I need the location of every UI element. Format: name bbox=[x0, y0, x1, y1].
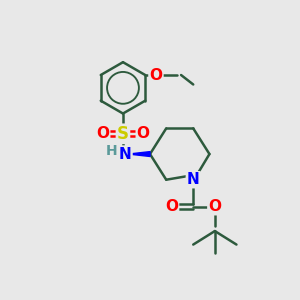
Polygon shape bbox=[128, 152, 150, 157]
Text: H: H bbox=[106, 144, 117, 158]
Text: N: N bbox=[119, 147, 131, 162]
Text: O: O bbox=[208, 199, 221, 214]
Text: O: O bbox=[149, 68, 162, 82]
Text: S: S bbox=[117, 125, 129, 143]
Text: O: O bbox=[137, 126, 150, 141]
Text: O: O bbox=[96, 126, 109, 141]
Text: N: N bbox=[187, 172, 200, 187]
Text: O: O bbox=[165, 199, 178, 214]
